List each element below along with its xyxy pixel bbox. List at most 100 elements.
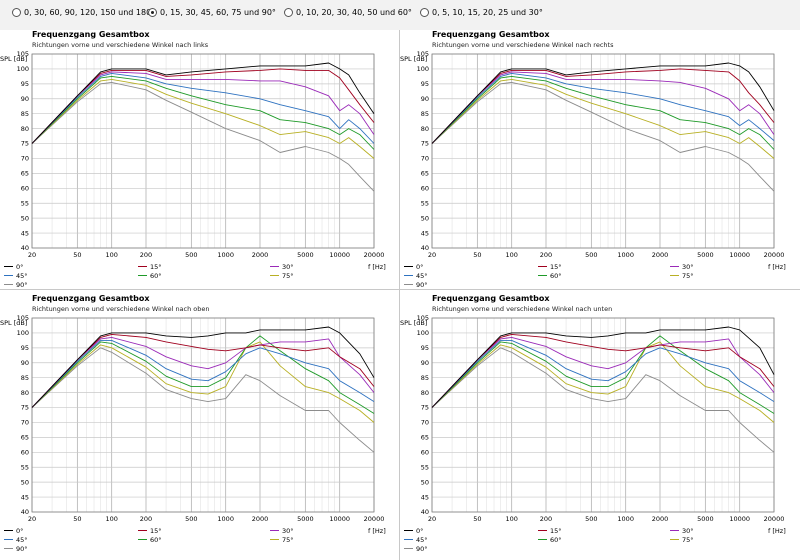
y-tick-label: 90 [21,95,29,103]
x-tick-label: 1000 [617,515,634,523]
series-line-0deg [431,62,775,144]
plot-frame [431,53,775,249]
chart-panel-right: Frequenzgang Gesamtbox Richtungen vorne … [400,30,800,292]
series-line-0deg [31,326,375,408]
y-tick-label: 50 [21,478,29,486]
x-tick-label: 500 [585,251,597,259]
radio-button[interactable] [284,8,293,17]
legend-label: 90° [16,281,28,289]
legend-label: 15° [150,527,162,535]
x-tick-label: 1000 [217,515,234,523]
x-tick-label: 500 [185,515,197,523]
x-axis-label: f [Hz] [368,263,386,271]
y-tick-label: 65 [421,434,429,442]
series-line-75deg [31,78,375,159]
x-tick-label: 50 [73,251,81,259]
x-tick-label: 20000 [764,515,785,523]
y-tick-label: 70 [421,419,429,427]
legend-item: 0° [4,263,23,271]
legend-item: 45° [404,272,428,280]
chart-legend: 0° 15° 30° 45° 60° 75° 90° [4,263,344,289]
x-tick-label: 2000 [652,251,669,259]
legend-item: 0° [404,263,423,271]
legend-swatch [4,265,13,267]
series-line-60deg [431,335,775,414]
chart-title: Frequenzgang Gesamtbox [432,30,550,39]
x-tick-label: 50 [73,515,81,523]
radio-button[interactable] [420,8,429,17]
legend-item: 90° [404,545,428,553]
y-tick-label: 95 [421,80,429,88]
series-line-60deg [31,75,375,150]
x-tick-label: 20 [28,515,36,523]
radio-option-0-90[interactable]: 0, 15, 30, 45, 60, 75 und 90° [148,8,276,17]
y-tick-label: 80 [21,125,29,133]
y-tick-label: 70 [21,419,29,427]
y-tick-label: 100 [17,329,29,337]
y-tick-label: 85 [421,110,429,118]
y-axis-label: SPL [dB] [0,55,28,63]
radio-option-0-60[interactable]: 0, 10, 20, 30, 40, 50 und 60° [284,8,412,17]
y-tick-label: 40 [421,508,429,516]
chart-subtitle: Richtungen vorne und verschiedene Winkel… [432,305,613,313]
legend-swatch [138,529,147,531]
y-tick-label: 50 [421,214,429,222]
x-tick-label: 100 [105,515,117,523]
legend-label: 60° [150,536,162,544]
x-tick-label: 20000 [764,251,785,259]
legend-swatch [404,265,413,267]
legend-swatch [670,265,679,267]
series-line-90deg [31,347,375,453]
x-tick-label: 100 [105,251,117,259]
radio-option-0-30[interactable]: 0, 5, 10, 15, 20, 25 und 30° [420,8,543,17]
legend-swatch [138,274,147,276]
x-tick-label: 200 [140,515,152,523]
frequency-response-plot: 20 50 100 200 500 1000 2000 5000 10000 20000 40 45 5… [17,50,385,259]
legend-label: 75° [282,272,294,280]
x-tick-label: 100 [505,251,517,259]
chart-subtitle: Richtungen vorne und verschiedene Winkel… [32,305,210,313]
legend-item: 75° [270,536,294,544]
x-tick-label: 5000 [697,251,714,259]
legend-swatch [404,538,413,540]
y-tick-label: 75 [421,140,429,148]
y-tick-label: 85 [21,374,29,382]
y-tick-label: 90 [421,95,429,103]
legend-label: 60° [550,272,562,280]
legend-item: 15° [538,263,562,271]
y-tick-label: 105 [17,50,29,58]
series-line-15deg [431,333,775,408]
legend-item: 15° [138,527,162,535]
legend-item: 30° [670,263,694,271]
legend-swatch [404,529,413,531]
x-tick-label: 5000 [297,515,314,523]
radio-button-selected[interactable] [148,8,157,17]
y-axis-label: SPL [dB] [400,319,428,327]
x-tick-label: 2000 [652,515,669,523]
legend-label: 45° [16,272,28,280]
y-tick-label: 40 [21,508,29,516]
y-tick-label: 50 [21,214,29,222]
series-line-30deg [431,336,775,408]
legend-label: 45° [416,272,428,280]
series-line-15deg [31,68,375,144]
legend-swatch [270,538,279,540]
legend-label: 0° [416,263,424,271]
legend-item: 45° [404,536,428,544]
radio-option-0-180[interactable]: 0, 30, 60, 90, 120, 150 und 180° [12,8,155,17]
y-tick-label: 105 [417,314,429,322]
y-tick-label: 60 [421,449,429,457]
legend-label: 75° [682,536,694,544]
chart-legend: 0° 15° 30° 45° 60° 75° 90° [404,263,744,289]
legend-swatch [404,547,413,549]
frequency-response-plot: 20 50 100 200 500 1000 2000 5000 10000 20000 40 45 5… [17,314,385,523]
x-axis-label: f [Hz] [368,527,386,535]
series-line-45deg [431,72,775,144]
x-tick-label: 5000 [297,251,314,259]
legend-item: 15° [538,527,562,535]
legend-label: 45° [416,536,428,544]
radio-button[interactable] [12,8,21,17]
y-tick-label: 70 [421,155,429,163]
chart-panel-up: Frequenzgang Gesamtbox Richtungen vorne … [0,294,400,556]
legend-label: 15° [150,263,162,271]
